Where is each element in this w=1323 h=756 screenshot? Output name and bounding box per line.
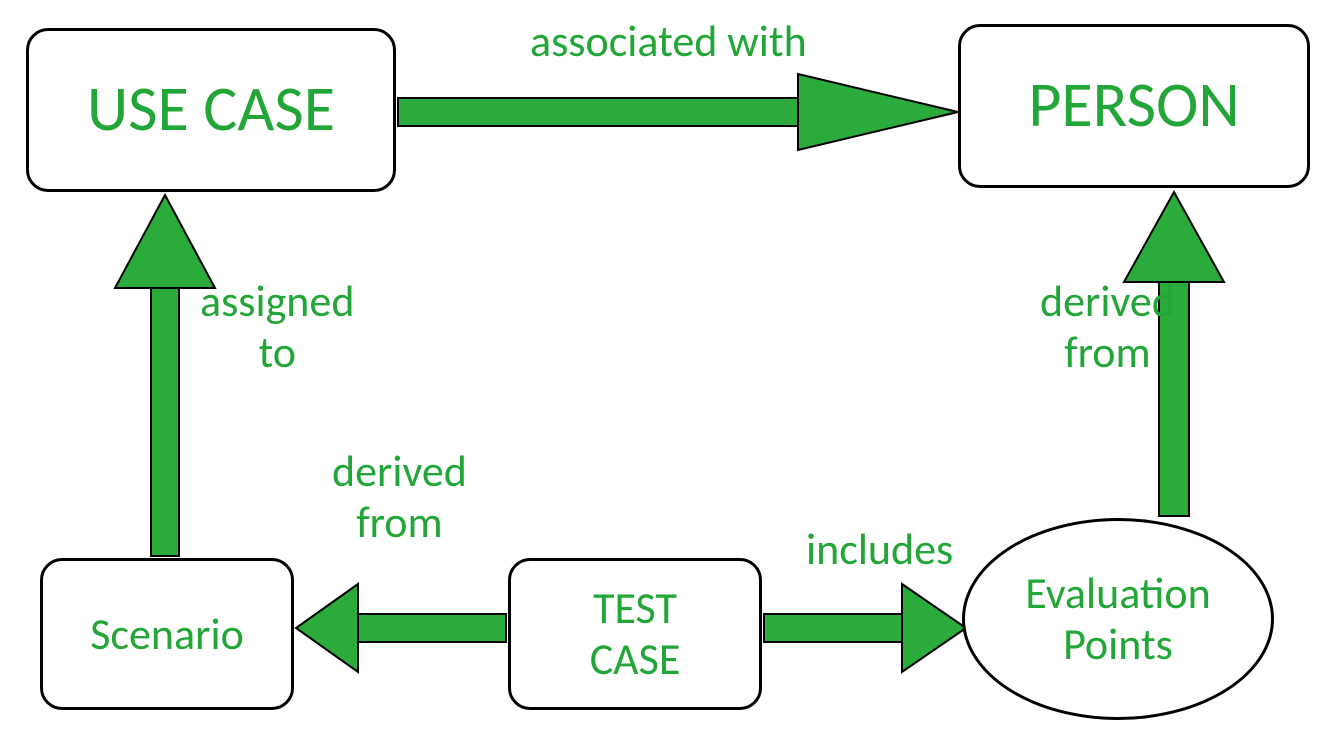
node-use-case: USE CASE — [26, 28, 396, 192]
edge-label-derived-from-left: derived from — [332, 446, 467, 547]
node-test-case: TEST CASE — [508, 558, 762, 710]
edge-test-case-to-scenario — [296, 584, 506, 672]
node-scenario: Scenario — [40, 558, 294, 710]
node-person: PERSON — [958, 24, 1310, 188]
edge-label-includes: includes — [806, 524, 953, 575]
edge-label-assigned-to: assigned to — [200, 276, 354, 377]
node-evaluation-points: Evaluation Points — [962, 518, 1274, 720]
node-scenario-label: Scenario — [90, 609, 244, 660]
edge-label-associated-with: associated with — [530, 16, 807, 67]
node-evaluation-points-label: Evaluation Points — [1025, 568, 1210, 669]
edge-use-case-to-person — [398, 74, 958, 150]
diagram-canvas: USE CASE PERSON Scenario TEST CASE Evalu… — [0, 0, 1323, 756]
edge-test-case-to-eval — [764, 584, 966, 672]
edge-label-derived-from-right: derived from — [1040, 276, 1175, 377]
node-test-case-label: TEST CASE — [590, 583, 681, 684]
node-person-label: PERSON — [1028, 69, 1239, 143]
node-use-case-label: USE CASE — [87, 73, 335, 147]
